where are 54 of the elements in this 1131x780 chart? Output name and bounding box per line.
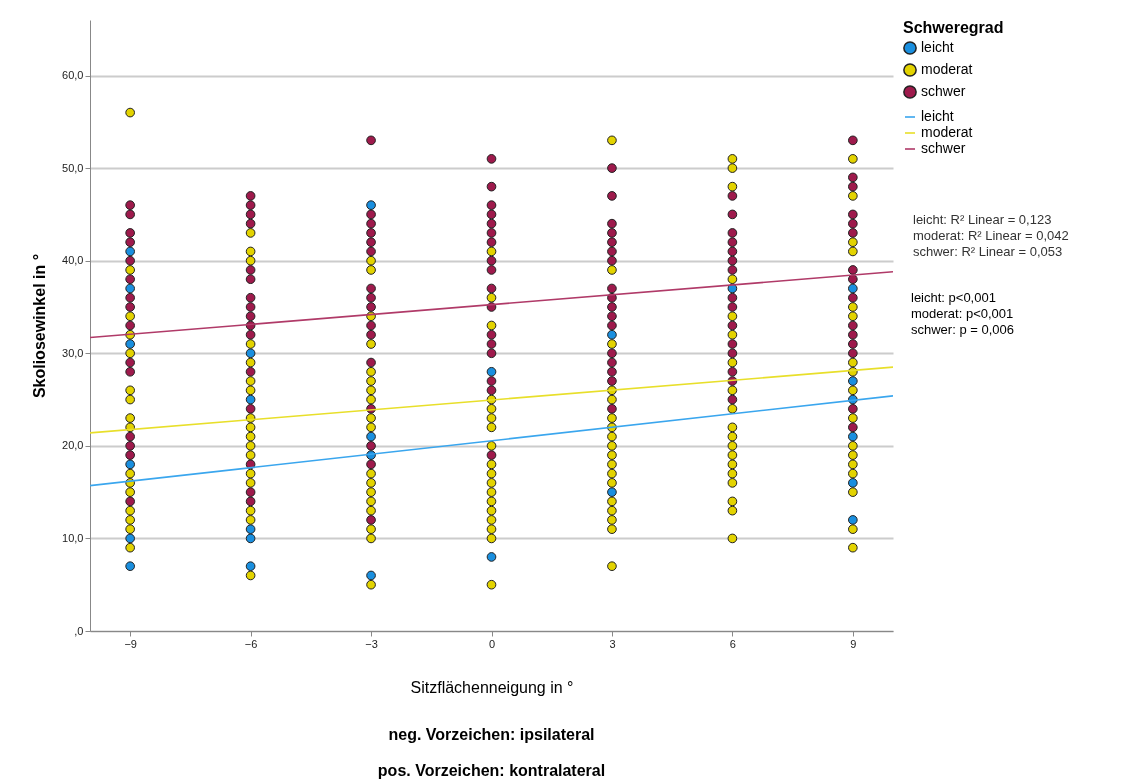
x-axis-title: Sitzflächenneigung in ° — [410, 678, 574, 696]
x-tick-label: 6 — [729, 637, 736, 650]
text: schwer: R² Linear = 0,053 — [913, 244, 1063, 259]
point — [245, 533, 256, 544]
point — [245, 524, 256, 534]
point — [245, 348, 256, 359]
point — [486, 366, 497, 377]
point — [125, 459, 135, 470]
text: neg. Vorzeichen: ipsilateral — [388, 726, 595, 743]
point — [486, 552, 497, 562]
text: moderat: R² Linear = 0,042 — [913, 228, 1069, 243]
legend-label: leicht — [921, 39, 954, 55]
point — [848, 515, 858, 525]
x-tick-label: 0 — [488, 637, 496, 650]
x-tick-label: 3 — [609, 637, 616, 650]
legend-title: Schweregrad — [903, 19, 1004, 36]
text: pos. Vorzeichen: kontralateral — [377, 762, 606, 779]
point — [607, 487, 617, 497]
y-tick-label: 10,0 — [62, 531, 84, 544]
text: leicht: p<0,001 — [911, 290, 996, 305]
legend-label: moderat — [921, 61, 973, 77]
point — [848, 376, 858, 386]
point — [125, 283, 135, 294]
y-tick-label: 30,0 — [62, 346, 84, 359]
y-tick-label: 40,0 — [62, 254, 84, 267]
point — [245, 561, 256, 572]
text: leicht: R² Linear = 0,123 — [913, 212, 1052, 227]
x-tick-label: −9 — [124, 637, 137, 650]
legend-label: leicht — [921, 108, 954, 124]
point — [607, 329, 617, 340]
point — [366, 570, 376, 581]
point — [125, 246, 135, 257]
y-tick-label: ,0 — [74, 624, 84, 637]
x-tick-label: 9 — [850, 637, 857, 650]
point — [125, 533, 135, 544]
point — [366, 200, 376, 210]
legend-label: moderat — [921, 124, 973, 140]
point — [125, 339, 135, 349]
legend-label: schwer — [921, 140, 966, 156]
point — [848, 431, 858, 442]
point — [125, 561, 135, 572]
point — [245, 394, 256, 405]
text: schwer: p = 0,006 — [911, 322, 1014, 337]
point — [366, 431, 376, 442]
x-tick-label: −6 — [244, 637, 258, 650]
legend-label: schwer — [921, 83, 966, 99]
y-tick-label: 50,0 — [62, 161, 84, 174]
point — [848, 283, 858, 294]
y-tick-label: 60,0 — [62, 69, 84, 82]
point — [848, 478, 858, 488]
y-tick-label: 20,0 — [62, 439, 84, 452]
x-tick-label: −3 — [365, 637, 378, 650]
y-axis-title: Skoliosewinkel in ° — [31, 253, 49, 399]
text: moderat: p<0,001 — [911, 306, 1014, 321]
